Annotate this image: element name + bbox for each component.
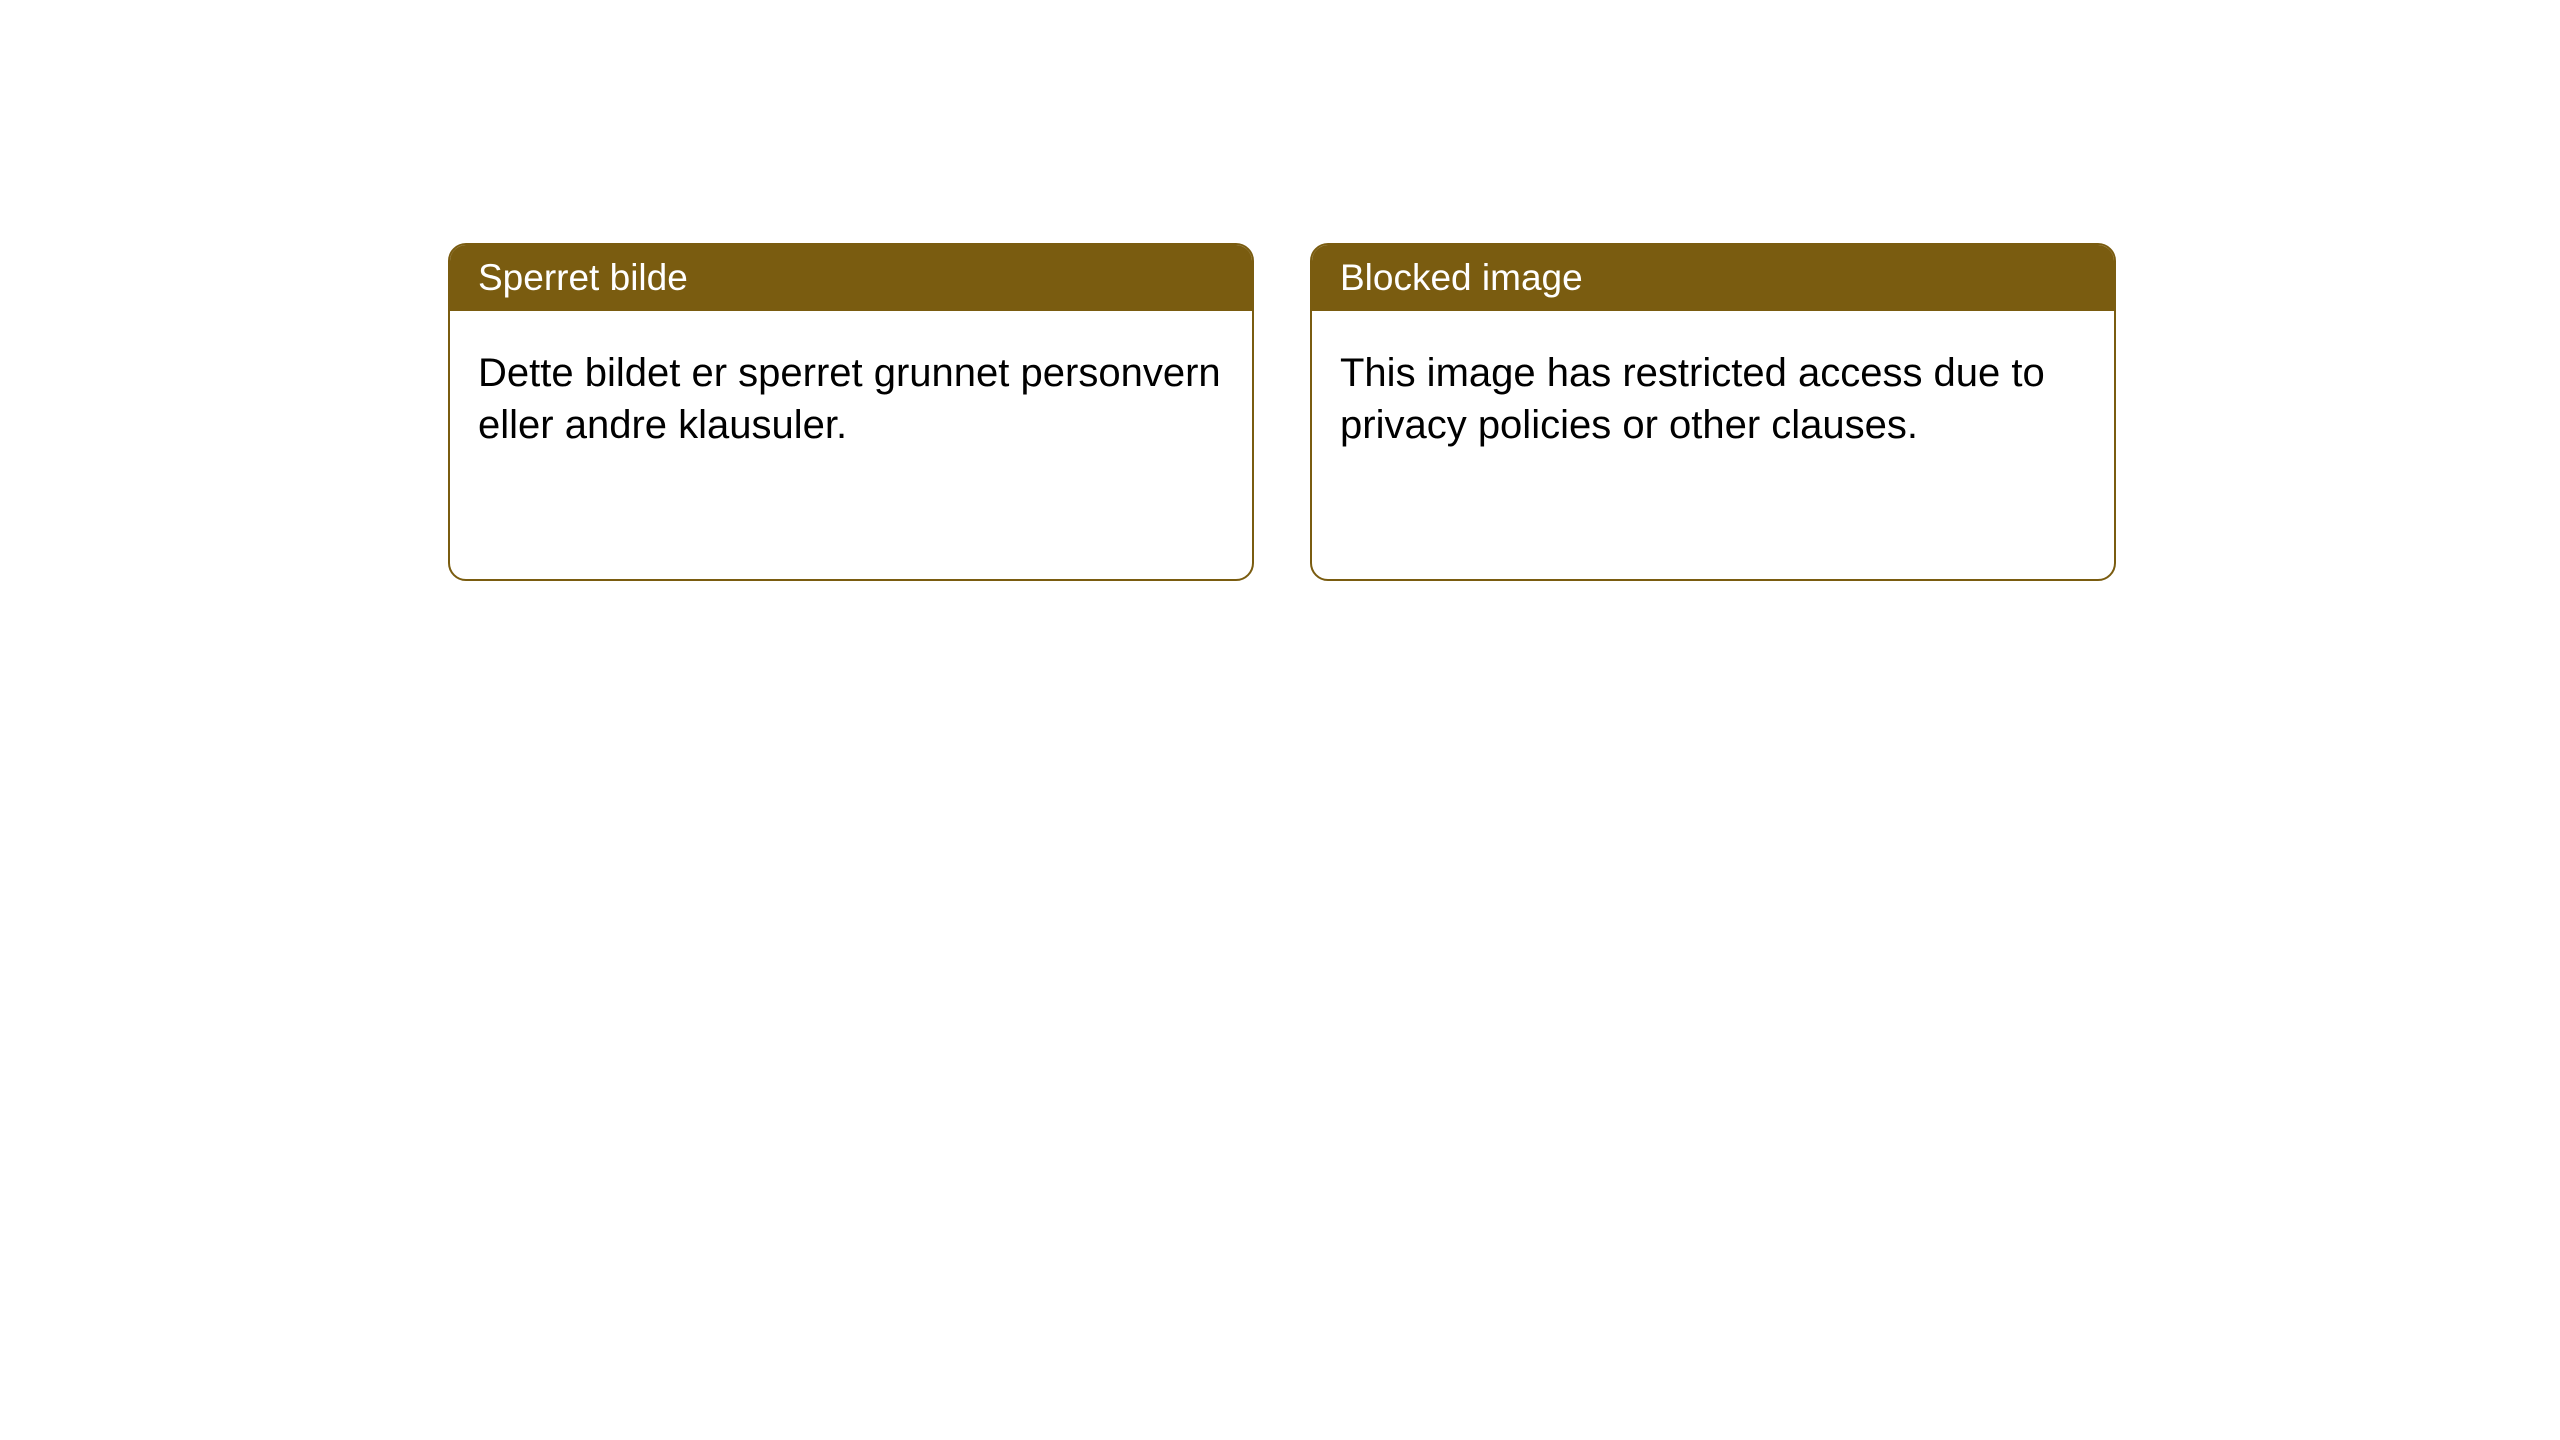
card-body: This image has restricted access due to … (1312, 311, 2114, 487)
card-header: Sperret bilde (450, 245, 1252, 311)
notice-card-english: Blocked image This image has restricted … (1310, 243, 2116, 581)
card-header: Blocked image (1312, 245, 2114, 311)
notice-card-norwegian: Sperret bilde Dette bildet er sperret gr… (448, 243, 1254, 581)
notice-container: Sperret bilde Dette bildet er sperret gr… (448, 243, 2116, 581)
card-body: Dette bildet er sperret grunnet personve… (450, 311, 1252, 487)
